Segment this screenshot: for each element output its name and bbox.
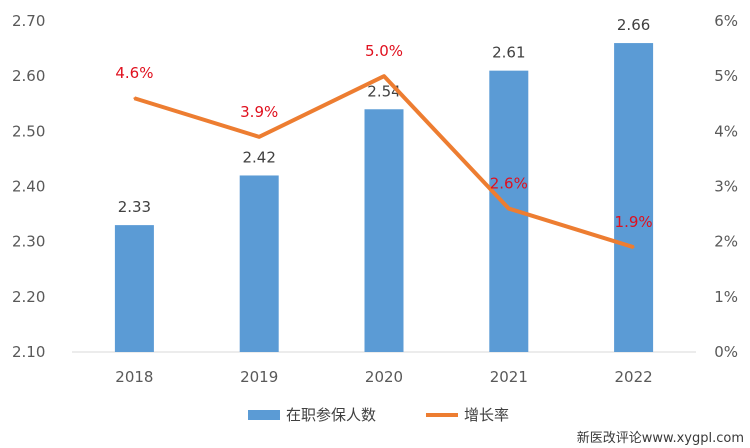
legend-swatch-bar (248, 410, 280, 420)
bar (614, 43, 654, 353)
left-tick-label: 2.60 (12, 67, 45, 85)
line-data-label: 4.6% (115, 64, 153, 82)
left-y-axis: 2.10 2.20 2.30 2.40 2.50 2.60 2.70 (12, 12, 45, 361)
right-y-axis: 0% 1% 2% 3% 4% 5% 6% (714, 12, 738, 361)
watermark: 新医改评论www.xygpl.com (576, 431, 744, 446)
right-tick-label: 2% (714, 233, 738, 251)
x-tick-label: 2022 (615, 368, 653, 386)
line-point (133, 97, 136, 100)
bar (364, 109, 404, 353)
left-tick-label: 2.50 (12, 122, 45, 140)
bar (114, 225, 154, 352)
x-axis: 2018 2019 2020 2021 2022 (115, 368, 652, 386)
left-tick-label: 2.20 (12, 288, 45, 306)
bar-data-label: 2.33 (118, 198, 151, 216)
legend-label-bar: 在职参保人数 (286, 406, 376, 424)
right-tick-label: 1% (714, 288, 738, 306)
bar (239, 175, 279, 352)
right-tick-label: 0% (714, 343, 738, 361)
line-point (258, 135, 261, 138)
right-tick-label: 6% (714, 12, 738, 30)
bar-data-label: 2.61 (492, 44, 525, 62)
line-data-label: 1.9% (615, 213, 653, 231)
line-point (507, 207, 510, 210)
bar-series: 2.332.422.542.612.66 (114, 16, 654, 353)
legend-label-line: 增长率 (464, 406, 509, 424)
x-tick-label: 2018 (115, 368, 153, 386)
line-data-label: 2.6% (490, 175, 528, 193)
x-tick-label: 2019 (240, 368, 278, 386)
line-data-label: 3.9% (240, 103, 278, 121)
right-tick-label: 3% (714, 178, 738, 196)
left-tick-label: 2.70 (12, 12, 45, 30)
bar-data-label: 2.66 (617, 16, 650, 34)
right-tick-label: 5% (714, 67, 738, 85)
left-tick-label: 2.40 (12, 178, 45, 196)
left-tick-label: 2.30 (12, 233, 45, 251)
x-tick-label: 2020 (365, 368, 403, 386)
x-tick-label: 2021 (490, 368, 528, 386)
legend: 在职参保人数 增长率 (248, 406, 509, 424)
bar-data-label: 2.42 (242, 148, 275, 166)
line-point (632, 246, 635, 249)
left-tick-label: 2.10 (12, 343, 45, 361)
line-point (383, 75, 385, 78)
right-tick-label: 4% (714, 122, 738, 140)
line-data-label: 5.0% (365, 42, 403, 60)
line-series: 4.6% 3.9% 5.0% 2.6% 1.9% (115, 42, 653, 250)
